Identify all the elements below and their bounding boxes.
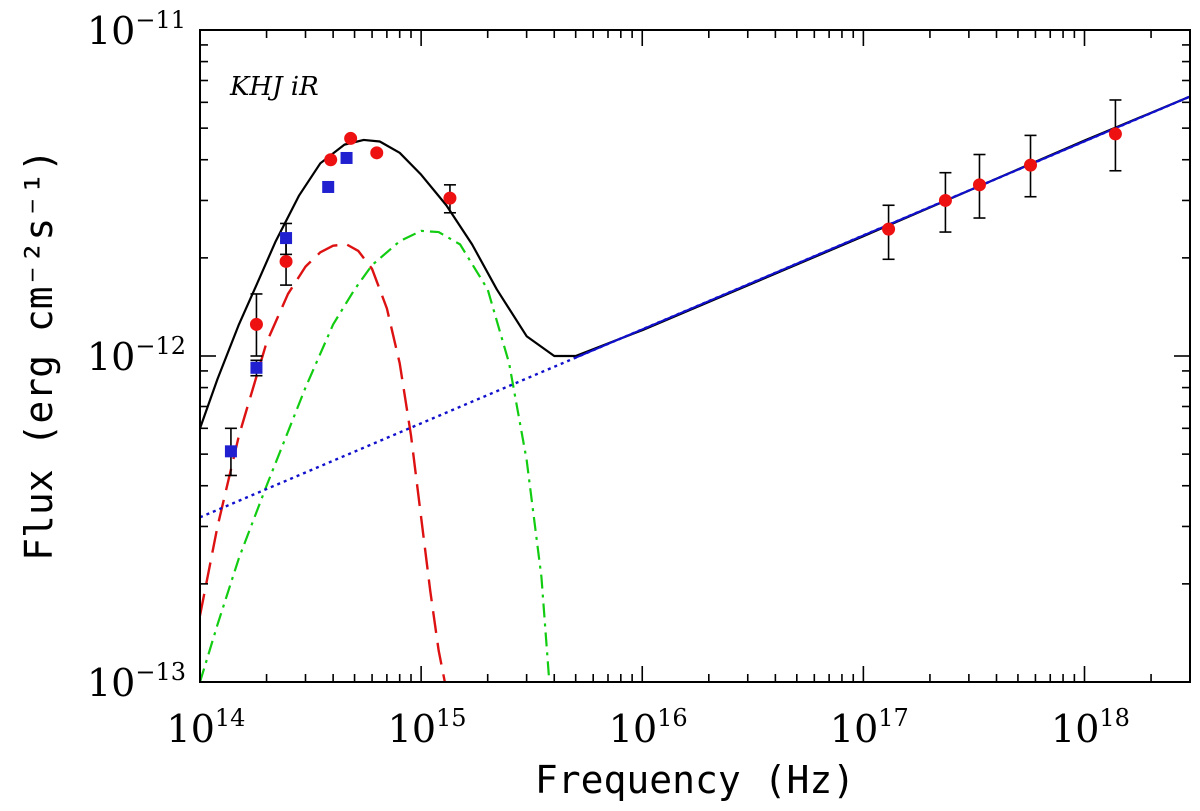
red-data-point	[344, 131, 358, 145]
y-tick-label: 10−12	[87, 332, 186, 379]
red-data-point	[938, 193, 952, 207]
x-tick-label-exponent: 14	[215, 704, 246, 732]
red-data-point	[882, 222, 896, 236]
y-tick-label: 10−11	[87, 6, 186, 53]
x-tick-label: 1016	[609, 704, 688, 751]
x-tick-label-base: 10	[1051, 707, 1099, 751]
y-tick-label-exponent: −12	[135, 332, 186, 360]
x-tick-label-base: 10	[167, 707, 215, 751]
x-tick-label: 1015	[388, 704, 467, 751]
blue-data-point	[280, 232, 293, 245]
red-data-point	[972, 178, 986, 192]
y-tick-label-base: 10	[87, 9, 135, 53]
red-data-point	[249, 317, 263, 331]
x-tick-label-exponent: 15	[436, 704, 467, 732]
red-data-point	[279, 254, 293, 268]
band-annotation: KHJ iR	[229, 72, 319, 102]
green-component-curve	[200, 229, 551, 682]
axis-ticks	[199, 29, 1191, 683]
blue-data-point	[322, 180, 335, 193]
x-tick-label-base: 10	[609, 707, 657, 751]
y-tick-label-exponent: −13	[135, 658, 186, 686]
data-points	[224, 99, 1122, 477]
x-tick-label-exponent: 18	[1099, 704, 1130, 732]
blue-data-point	[224, 445, 237, 458]
y-tick-label-exponent: −11	[135, 6, 186, 34]
red-data-point	[324, 153, 338, 167]
x-tick-label-base: 10	[388, 707, 436, 751]
blue-data-point	[340, 151, 353, 164]
red-data-point	[1108, 127, 1122, 141]
y-tick-label: 10−13	[87, 658, 186, 705]
x-tick-label-exponent: 16	[657, 704, 688, 732]
x-tick-label: 1018	[1051, 704, 1130, 751]
x-tick-label-base: 10	[830, 707, 878, 751]
red-component-curve	[200, 243, 447, 682]
x-tick-label: 1014	[167, 704, 246, 751]
y-tick-label-base: 10	[87, 335, 135, 379]
red-data-point	[370, 146, 384, 160]
red-data-point	[443, 191, 457, 205]
y-tick-label-base: 10	[87, 661, 135, 705]
blue-data-point	[250, 361, 263, 374]
x-tick-label-exponent: 17	[878, 704, 909, 732]
x-axis-title: Frequency (Hz)	[535, 758, 855, 802]
x-tick-label: 1017	[830, 704, 909, 751]
y-axis-title: Flux (erg cm⁻²s⁻¹)	[17, 149, 61, 561]
red-data-point	[1024, 158, 1038, 172]
